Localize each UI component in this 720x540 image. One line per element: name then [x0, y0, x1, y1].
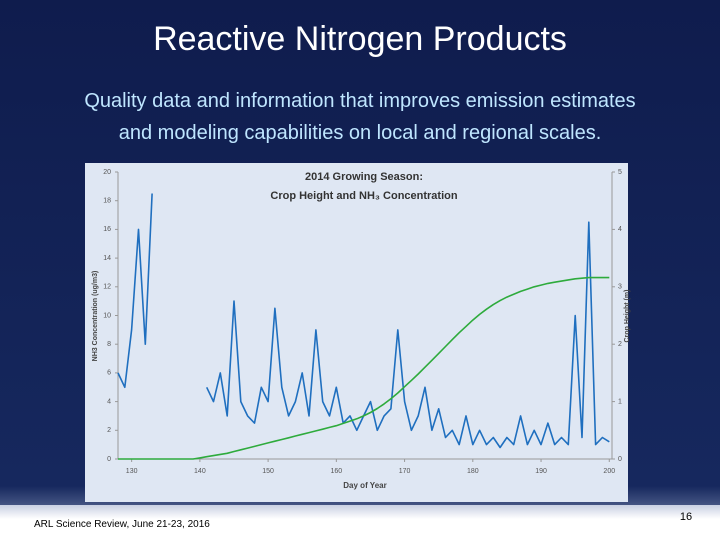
y-tick-label: 6: [107, 370, 111, 377]
y2-tick-label: 4: [618, 226, 622, 233]
y-tick-label: 20: [103, 169, 111, 176]
y-axis-label: NH3 Concentration (ug/m3): [92, 271, 99, 362]
y2-tick-label: 0: [618, 456, 622, 463]
data-line: [117, 193, 610, 449]
footer-band: [0, 505, 720, 540]
x-tick-label: 150: [262, 468, 274, 475]
x-tick-label: 160: [330, 468, 342, 475]
y-tick-label: 16: [103, 226, 111, 233]
x-tick-label: 170: [399, 468, 411, 475]
y2-tick-label: 2: [618, 341, 622, 348]
x-tick-label: 130: [126, 468, 138, 475]
y-tick-label: 12: [103, 284, 111, 291]
footer-text: ARL Science Review, June 21-23, 2016: [34, 519, 210, 530]
x-tick-label: 140: [194, 468, 206, 475]
y2-axis-label: Crop Height (m): [624, 290, 631, 343]
chart-title: 2014 Growing Season:: [305, 171, 423, 183]
data-line: [118, 276, 610, 460]
subtitle: and modeling capabilities on local and r…: [119, 122, 602, 144]
x-axis-label: Day of Year: [343, 481, 386, 490]
y-tick-label: 14: [103, 255, 111, 262]
subtitle: Quality data and information that improv…: [84, 90, 635, 112]
x-tick-label: 200: [603, 468, 615, 475]
y-tick-label: 18: [103, 198, 111, 205]
x-tick-label: 180: [467, 468, 479, 475]
x-tick-label: 190: [535, 468, 547, 475]
y2-tick-label: 1: [618, 398, 622, 405]
chart-panel: [85, 163, 628, 502]
y-tick-label: 0: [107, 456, 111, 463]
y-tick-label: 2: [107, 427, 111, 434]
chart-title: Crop Height and NH₃ Concentration: [270, 190, 457, 202]
y2-tick-label: 3: [618, 284, 622, 291]
y2-tick-label: 5: [618, 169, 622, 176]
y-tick-label: 4: [107, 398, 111, 405]
page-number: 16: [680, 511, 692, 523]
y-tick-label: 8: [107, 341, 111, 348]
slide-title: Reactive Nitrogen Products: [153, 20, 567, 58]
y-tick-label: 10: [103, 312, 111, 319]
